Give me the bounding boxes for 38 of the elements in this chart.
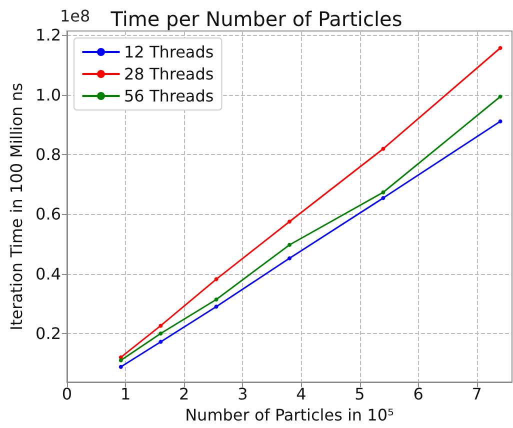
point	[214, 304, 218, 309]
legend-label: 12 Threads	[124, 42, 214, 62]
x-tick-label: 4	[296, 384, 306, 404]
point	[158, 324, 163, 328]
point	[214, 277, 218, 282]
x-tick-label: 7	[472, 384, 482, 404]
point	[288, 220, 292, 224]
y-tick-label: 1.0	[36, 85, 61, 104]
point	[288, 256, 292, 260]
point	[288, 242, 292, 247]
x-tick-label: 3	[238, 384, 248, 404]
y-tick-label: 0.2	[36, 324, 61, 343]
point	[381, 190, 386, 194]
y-tick-label: 0.8	[36, 144, 61, 164]
point	[158, 340, 163, 344]
y-axis-title: Iteration Time in 100 Million ns	[7, 82, 26, 330]
legend-label: 56 Threads	[124, 86, 214, 106]
legend-label: 28 Threads	[124, 64, 214, 84]
point	[381, 196, 386, 200]
y-tick-label: 0.4	[36, 264, 61, 284]
point	[498, 94, 502, 99]
x-tick-label: 1	[120, 384, 131, 404]
point	[498, 119, 502, 124]
chart-title: Time per Number of Particles	[110, 7, 402, 31]
point	[118, 358, 123, 362]
x-tick-label: 2	[179, 384, 190, 404]
point	[118, 364, 123, 369]
x-tick-label: 0	[62, 384, 72, 404]
x-axis-title: Number of Particles in 10⁵	[185, 406, 394, 424]
y-tick-label: 1.2	[36, 26, 61, 45]
point	[214, 297, 218, 302]
point	[381, 146, 386, 151]
y-tick-label: 0.6	[36, 204, 61, 224]
point	[498, 46, 502, 50]
x-tick-label: 5	[354, 384, 365, 404]
text: 1e8	[60, 6, 90, 26]
point	[158, 331, 163, 336]
x-tick-label: 6	[413, 384, 424, 404]
